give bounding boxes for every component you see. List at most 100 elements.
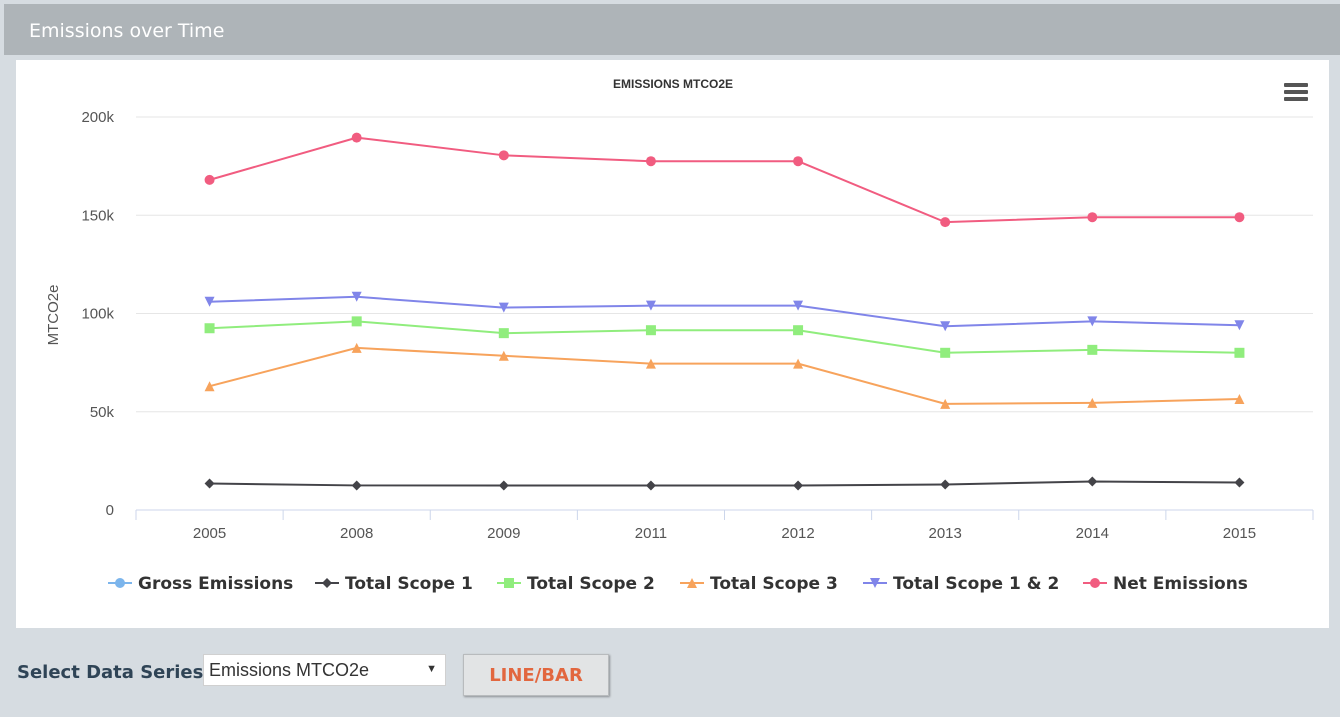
legend-marker [322, 578, 332, 588]
x-tick-label: 2012 [781, 525, 814, 542]
data-point[interactable] [645, 300, 656, 311]
data-series-select[interactable]: Emissions MTCO2e ▼ [203, 654, 446, 686]
y-tick-label: 200k [81, 109, 114, 126]
x-axis: 2005 2008 2009 2011 2012 2013 2014 2015 [135, 509, 1314, 542]
legend-marker [504, 578, 514, 588]
data-point[interactable] [940, 398, 951, 409]
legend: Gross Emissions Total Scope 1 Total Scope … [108, 574, 1248, 594]
data-point[interactable] [645, 156, 656, 167]
data-point[interactable] [1234, 212, 1245, 223]
data-point[interactable] [498, 150, 509, 161]
data-point[interactable] [204, 381, 215, 392]
legend-label: Net Emissions [1113, 574, 1248, 594]
data-point[interactable] [204, 174, 215, 185]
legend-item[interactable]: Total Scope 2 [497, 574, 655, 594]
chart-title: EMISSIONS MTCO2E [613, 77, 733, 91]
select-data-series-label: Select Data Series: [17, 662, 211, 683]
chart-card: EMISSIONS MTCO2E MTCO2e 0 50k 100k 150k 200k… [16, 60, 1329, 628]
legend-item[interactable]: Net Emissions [1083, 574, 1248, 594]
y-tick-label: 50k [90, 404, 115, 421]
data-point[interactable] [351, 291, 362, 302]
chart-menu-button[interactable] [1284, 83, 1310, 105]
legend-label: Total Scope 1 [345, 574, 473, 594]
data-point[interactable] [940, 321, 951, 332]
data-point[interactable] [793, 156, 804, 167]
legend-item[interactable]: Total Scope 3 [680, 574, 838, 594]
data-point[interactable] [940, 347, 951, 358]
data-point[interactable] [351, 132, 362, 143]
series-line [209, 320, 1240, 354]
x-tick-label: 2011 [635, 525, 667, 542]
data-point[interactable] [1087, 397, 1098, 408]
grid: 0 50k 100k 150k 200k [81, 109, 1313, 519]
dropdown-arrow-icon: ▼ [426, 663, 437, 675]
data-point[interactable] [1234, 477, 1245, 488]
data-point[interactable] [645, 480, 656, 491]
x-tick-label: 2005 [193, 525, 226, 542]
x-tick-label: 2015 [1223, 525, 1256, 542]
legend-label: Gross Emissions [138, 574, 293, 594]
data-point[interactable] [793, 300, 804, 311]
data-point[interactable] [204, 478, 215, 489]
panel-header: Emissions over Time [4, 4, 1340, 55]
legend-label: Total Scope 1 & 2 [893, 574, 1059, 594]
series-total-scope-1 [204, 476, 1245, 491]
y-tick-label: 0 [106, 502, 114, 519]
legend-item[interactable]: Total Scope 1 & 2 [863, 574, 1059, 594]
menu-icon-bar [1284, 90, 1308, 94]
data-point[interactable] [1087, 316, 1098, 327]
legend-label: Total Scope 2 [527, 574, 655, 594]
y-tick-label: 100k [81, 306, 114, 323]
data-point[interactable] [1234, 347, 1245, 358]
data-point[interactable] [940, 217, 951, 228]
data-point[interactable] [351, 316, 362, 327]
legend-marker [870, 578, 880, 588]
series-layer [204, 132, 1245, 491]
series-net-emissions [204, 132, 1245, 228]
data-point[interactable] [793, 480, 804, 491]
series-line [209, 346, 1240, 405]
data-point[interactable] [940, 479, 951, 490]
legend-marker [687, 578, 697, 588]
series-line [209, 136, 1240, 224]
series-line [209, 295, 1240, 328]
panel-title: Emissions over Time [29, 20, 225, 42]
legend-label: Total Scope 3 [710, 574, 838, 594]
legend-marker [115, 578, 125, 588]
data-point[interactable] [351, 480, 362, 491]
data-point[interactable] [204, 323, 215, 334]
data-point[interactable] [498, 302, 509, 313]
y-axis-label: MTCO2e [45, 285, 62, 346]
legend-item[interactable]: Total Scope 1 [315, 574, 473, 594]
menu-icon [1284, 83, 1308, 87]
series-total-scope-1-2 [204, 291, 1245, 332]
data-point[interactable] [793, 325, 804, 336]
series-total-scope-3 [204, 342, 1245, 409]
select-label-text: Select Data Series [17, 662, 204, 683]
legend-item[interactable]: Gross Emissions [108, 574, 293, 594]
data-point[interactable] [498, 350, 509, 361]
data-point[interactable] [645, 325, 656, 336]
data-point[interactable] [1234, 320, 1245, 331]
menu-icon-bar [1284, 97, 1308, 101]
line-bar-toggle-button[interactable]: LINE/BAR [463, 654, 609, 696]
x-tick-label: 2014 [1076, 525, 1109, 542]
data-point[interactable] [1087, 212, 1098, 223]
y-tick-label: 150k [81, 207, 114, 224]
data-point[interactable] [1087, 344, 1098, 355]
data-point[interactable] [498, 328, 509, 339]
data-point[interactable] [351, 342, 362, 353]
x-tick-label: 2013 [929, 525, 962, 542]
series-line [209, 480, 1240, 487]
data-point[interactable] [1087, 476, 1098, 487]
emissions-chart: EMISSIONS MTCO2E MTCO2e 0 50k 100k 150k 200k… [45, 77, 1314, 594]
data-point[interactable] [1234, 393, 1245, 404]
data-series-select-value: Emissions MTCO2e [209, 660, 370, 680]
series-total-scope-2 [204, 316, 1245, 358]
data-point[interactable] [645, 358, 656, 369]
x-tick-label: 2009 [487, 525, 520, 542]
data-point[interactable] [204, 296, 215, 307]
legend-marker [1090, 578, 1100, 588]
data-point[interactable] [498, 480, 509, 491]
data-point[interactable] [793, 358, 804, 369]
